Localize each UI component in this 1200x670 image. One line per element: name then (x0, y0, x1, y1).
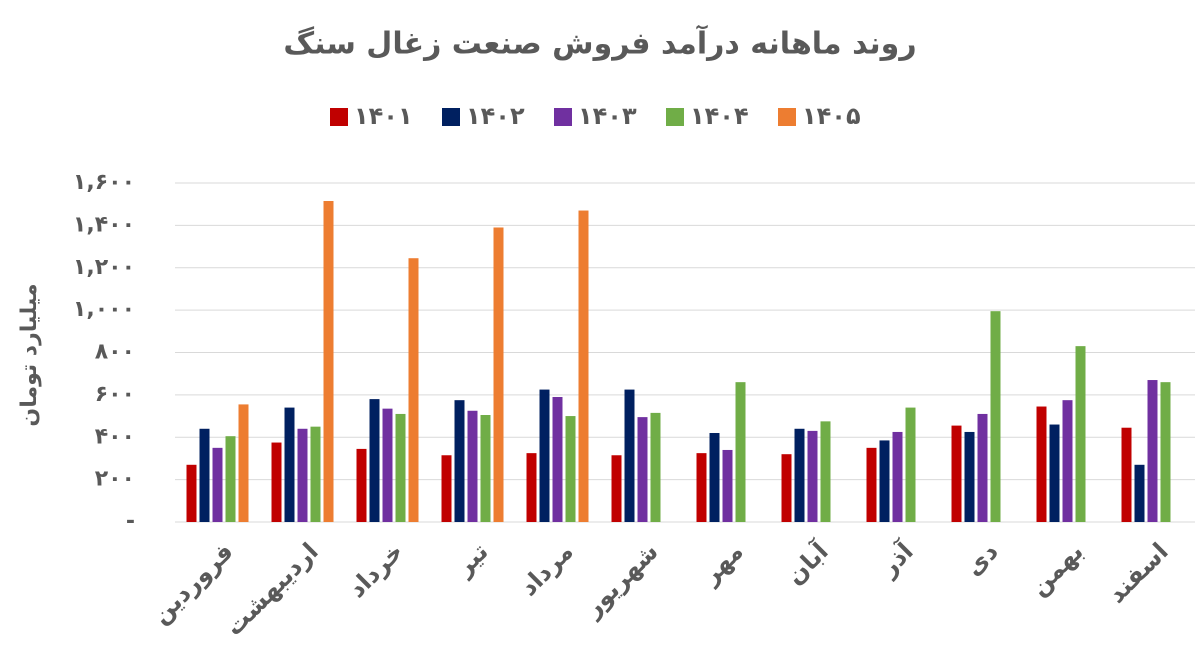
bar (820, 421, 831, 522)
bar (866, 447, 877, 522)
y-tick-label: ۱,۰۰۰ (73, 297, 135, 322)
x-tick-label: مرداد (515, 537, 579, 601)
bar (1062, 400, 1073, 522)
bar (212, 447, 223, 522)
bar (807, 430, 818, 522)
bar (1121, 427, 1132, 522)
legend-swatch (778, 108, 796, 126)
bar (297, 428, 308, 522)
y-tick-label: ۴۰۰ (95, 424, 135, 449)
bar (905, 407, 916, 522)
bar (408, 258, 419, 522)
bar (892, 431, 903, 522)
bar (578, 210, 589, 522)
bar (186, 464, 197, 522)
bar (624, 389, 635, 522)
bar (284, 407, 295, 522)
bar (238, 404, 249, 522)
y-tick-label: ۲۰۰ (95, 467, 135, 492)
bar (735, 382, 746, 522)
legend-swatch (666, 108, 684, 126)
bar (199, 428, 210, 522)
bar (369, 399, 380, 522)
bar (1049, 424, 1060, 522)
bar (356, 448, 367, 522)
bar (552, 396, 563, 522)
bar (493, 227, 504, 522)
legend-swatch (442, 108, 460, 126)
bar (650, 412, 661, 522)
legend-label: ۱۴۰۲ (466, 102, 525, 130)
y-axis-label: میلیارد تومان (17, 283, 42, 426)
bar (539, 389, 550, 522)
bar (1147, 380, 1158, 522)
bar (977, 413, 988, 522)
bar (611, 455, 622, 522)
bar (696, 453, 707, 522)
bar (781, 454, 792, 522)
bar (565, 416, 576, 522)
legend-swatch (330, 108, 348, 126)
bar (225, 436, 236, 522)
x-tick-label: شهریور (578, 537, 664, 623)
bar (1134, 464, 1145, 522)
bar (1036, 406, 1047, 522)
bar (526, 453, 537, 522)
y-tick-label: - (126, 509, 135, 534)
legend-label: ۱۴۰۳ (578, 102, 637, 130)
x-tick-label: اسفند (1102, 537, 1173, 608)
bar (951, 425, 962, 522)
bar (1160, 382, 1171, 522)
y-tick-label: ۶۰۰ (95, 382, 135, 407)
bar (467, 410, 478, 522)
x-tick-label: آبان (780, 536, 834, 590)
x-tick-label: آذر (873, 536, 919, 582)
legend-label: ۱۴۰۴ (690, 102, 749, 130)
y-tick-label: ۸۰۰ (95, 340, 135, 365)
bar (395, 413, 406, 522)
x-tick-label: خرداد (343, 537, 409, 603)
bar (382, 408, 393, 522)
x-tick-label: دی (960, 537, 1004, 581)
bar (323, 201, 334, 522)
bar (879, 440, 890, 522)
bar (722, 449, 733, 522)
y-tick-label: ۱,۶۰۰ (73, 170, 135, 195)
bar (794, 428, 805, 522)
bar (271, 442, 282, 522)
x-tick-label: اردیبهشت (220, 537, 324, 641)
bar (454, 400, 465, 522)
bar (990, 311, 1001, 522)
bar (480, 415, 491, 522)
y-tick-label: ۱,۴۰۰ (73, 212, 135, 237)
bar (964, 431, 975, 522)
legend-swatch (554, 108, 572, 126)
bar (441, 455, 452, 522)
bar (637, 417, 648, 522)
chart-title: روند ماهانه درآمد فروش صنعت زغال سنگ (283, 25, 916, 62)
bar (310, 426, 321, 522)
bar (709, 433, 720, 522)
x-tick-label: مهر (696, 537, 749, 590)
x-tick-label: بهمن (1025, 537, 1089, 601)
legend-label: ۱۴۰۱ (354, 102, 413, 130)
bar (1075, 346, 1086, 522)
x-tick-label: تیر (449, 537, 493, 581)
legend-label: ۱۴۰۵ (802, 102, 861, 130)
y-tick-label: ۱,۲۰۰ (73, 255, 135, 280)
